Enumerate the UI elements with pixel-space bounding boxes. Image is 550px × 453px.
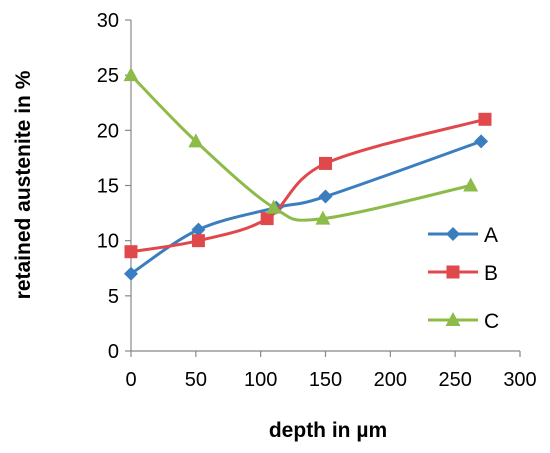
series-lines bbox=[123, 67, 492, 281]
data-point-c bbox=[188, 133, 204, 148]
series-line-b bbox=[130, 117, 486, 254]
legend-label: C bbox=[484, 310, 499, 333]
data-point-a bbox=[318, 189, 333, 204]
legend-item-a: A bbox=[428, 224, 498, 247]
x-tick-label: 100 bbox=[244, 369, 277, 391]
x-tick-label: 200 bbox=[374, 369, 407, 391]
x-axis-title: depth in µm bbox=[269, 419, 387, 442]
series-line-c bbox=[129, 74, 472, 222]
legend-marker-b bbox=[446, 265, 460, 279]
data-point-a bbox=[474, 134, 489, 149]
y-tick-label: 15 bbox=[97, 176, 119, 198]
data-point-b bbox=[191, 234, 205, 248]
y-tick-label: 30 bbox=[97, 10, 119, 32]
data-point-b bbox=[260, 212, 274, 226]
data-point-b bbox=[478, 112, 492, 126]
series-b bbox=[124, 112, 492, 259]
series-c bbox=[123, 67, 479, 225]
series-line-a bbox=[130, 139, 482, 276]
legend-item-c: C bbox=[428, 310, 499, 333]
x-tick-label: 50 bbox=[185, 369, 207, 391]
legend-label: A bbox=[484, 224, 498, 247]
data-point-c bbox=[315, 210, 331, 225]
data-point-c bbox=[123, 67, 139, 82]
y-tick-label: 0 bbox=[108, 341, 119, 363]
x-tick-label: 0 bbox=[125, 369, 136, 391]
series-a bbox=[124, 134, 489, 281]
y-tick-label: 5 bbox=[108, 286, 119, 308]
data-point-c bbox=[266, 199, 282, 214]
legend-item-b: B bbox=[428, 262, 498, 285]
data-point-b bbox=[319, 156, 332, 170]
legend-marker-a bbox=[446, 227, 460, 241]
legend-marker-c bbox=[445, 312, 461, 326]
legend-label: B bbox=[484, 262, 498, 285]
data-point-c bbox=[463, 177, 479, 192]
y-tick-label: 25 bbox=[97, 65, 119, 87]
x-tick-label: 250 bbox=[438, 369, 471, 391]
y-axis-title: retained austenite in % bbox=[12, 70, 35, 299]
data-point-a bbox=[124, 266, 138, 281]
y-tick-label: 20 bbox=[97, 120, 119, 142]
data-point-b bbox=[124, 245, 138, 259]
legend: AB C bbox=[428, 224, 499, 333]
data-point-a bbox=[191, 222, 206, 237]
x-tick-label: 300 bbox=[503, 369, 536, 391]
y-tick-label: 10 bbox=[97, 231, 119, 253]
x-tick-label: 150 bbox=[309, 369, 342, 391]
